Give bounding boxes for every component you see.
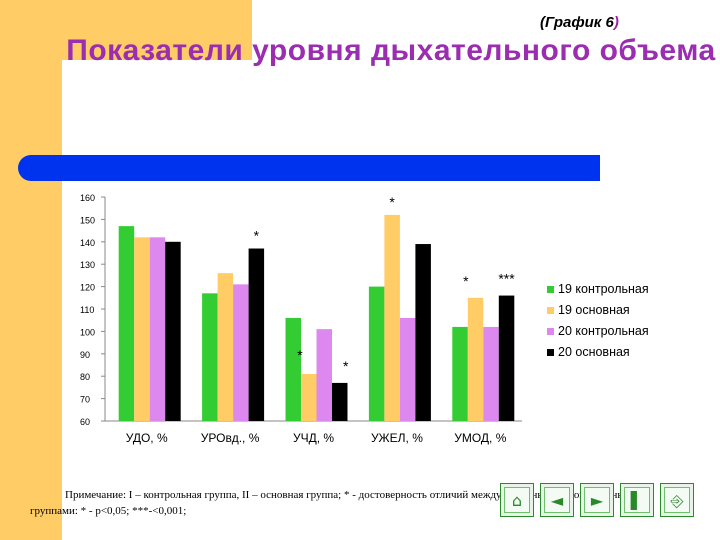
y-tick-label: 120 — [80, 283, 95, 293]
bar — [118, 226, 135, 421]
y-tick-label: 150 — [80, 215, 95, 225]
y-tick-label: 90 — [80, 350, 90, 360]
significance-marker: *** — [498, 271, 515, 287]
top-decor-block — [62, 0, 252, 60]
chart-caption: (График 6) — [540, 14, 619, 31]
legend-label: 19 контрольная — [558, 282, 649, 296]
left-decor-stripe — [0, 0, 62, 540]
bar — [415, 244, 431, 421]
nav-button-frame — [544, 487, 570, 513]
nav-button-frame — [504, 487, 530, 513]
bar — [368, 286, 385, 421]
legend-label: 20 контрольная — [558, 324, 649, 338]
nav-button-frame — [664, 487, 690, 513]
significance-marker: * — [254, 228, 260, 244]
x-tick-label: УМОД, % — [454, 431, 506, 445]
bar — [248, 248, 265, 421]
bar — [452, 326, 468, 421]
significance-marker: * — [343, 358, 349, 374]
bar — [134, 237, 150, 421]
y-tick-label: 140 — [80, 238, 95, 248]
y-tick-label: 110 — [80, 305, 94, 315]
caption-paren: ) — [613, 14, 619, 31]
x-tick-label: УЖЕЛ, % — [371, 431, 423, 445]
home-icon: ⌂ — [511, 491, 523, 510]
decor-blue-bar — [18, 155, 600, 181]
bar — [399, 317, 416, 421]
y-tick-label: 160 — [80, 193, 95, 203]
bar — [498, 295, 515, 421]
bar — [301, 373, 317, 421]
end-icon: ▌ — [630, 491, 644, 510]
slide-title: Показатели уровня дыхательного объема — [66, 34, 716, 67]
bar — [285, 317, 301, 421]
exit-icon: ⎆ — [670, 491, 684, 510]
y-tick-label: 80 — [80, 372, 90, 382]
legend-swatch — [547, 349, 554, 356]
nav-button-end[interactable]: ▌ — [620, 483, 654, 517]
bar — [217, 273, 234, 421]
nav-button-arrow-right[interactable]: ► — [580, 483, 614, 517]
legend-label: 19 основная — [558, 303, 630, 317]
legend-label: 20 основная — [558, 345, 630, 359]
x-tick-label: УРОвд., % — [201, 431, 260, 445]
bar — [316, 329, 332, 421]
nav-button-frame — [584, 487, 610, 513]
x-tick-label: УДО, % — [126, 431, 168, 445]
legend-swatch — [547, 307, 554, 314]
arrow-left-icon: ◄ — [550, 491, 564, 510]
nav-button-home[interactable]: ⌂ — [500, 483, 534, 517]
y-tick-label: 60 — [80, 417, 90, 427]
bar — [233, 284, 249, 421]
legend-swatch — [547, 328, 554, 335]
bar — [202, 293, 218, 421]
significance-marker: * — [389, 194, 395, 210]
bar — [467, 297, 484, 421]
bar — [483, 326, 499, 421]
significance-marker: * — [297, 347, 303, 363]
nav-button-exit[interactable]: ⎆ — [660, 483, 694, 517]
nav-button-frame — [624, 487, 650, 513]
nav-button-arrow-left[interactable]: ◄ — [540, 483, 574, 517]
bar — [384, 214, 400, 421]
bar — [149, 237, 166, 421]
legend-swatch — [547, 286, 554, 293]
y-tick-label: 70 — [80, 395, 90, 405]
significance-marker: * — [463, 273, 469, 289]
y-tick-label: 130 — [80, 260, 95, 270]
bar — [165, 241, 181, 421]
footnote: Примечание: I – контрольная группа, II –… — [30, 489, 638, 517]
y-tick-label: 100 — [80, 327, 95, 337]
bar — [332, 382, 348, 421]
arrow-right-icon: ► — [590, 491, 604, 510]
x-tick-label: УЧД, % — [293, 431, 334, 445]
caption-text: (График 6 — [540, 14, 614, 31]
